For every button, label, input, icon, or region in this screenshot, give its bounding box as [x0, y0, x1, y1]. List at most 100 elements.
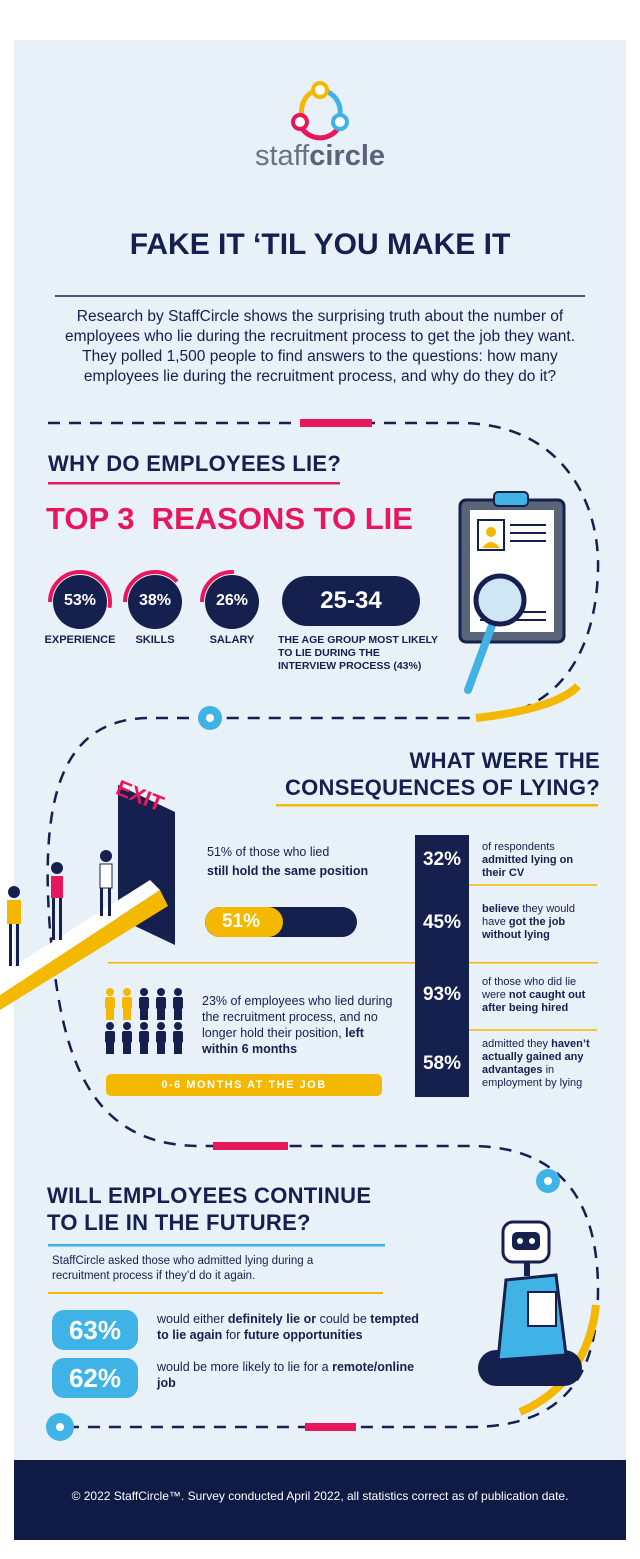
still-hold-bold: still hold the same position: [207, 864, 369, 878]
still-hold-text: 51% of those who lied: [207, 845, 330, 859]
footer: © 2022 StaffCircle™. Survey conducted Ap…: [71, 1489, 569, 1503]
donut-arc: [200, 570, 264, 634]
stat-text: admitted they haven’t actually gained an…: [482, 1030, 594, 1097]
donut-label: 38%: [138, 592, 172, 609]
percent-pill: 62%: [52, 1358, 138, 1398]
section-heading: CONSEQUENCES OF LYING?: [284, 775, 600, 800]
person-icon: [122, 1031, 132, 1043]
future-intro: StaffCircle asked those who admitted lyi…: [52, 1255, 314, 1282]
person-icon: [106, 1042, 114, 1054]
text-part: not caught out after being hired: [482, 988, 586, 1014]
person-icon: [105, 997, 115, 1009]
person-icon: [174, 1022, 182, 1030]
person-icon: [174, 1008, 182, 1020]
person-icon: [123, 1022, 131, 1030]
stat-text: believe they would have got the job with…: [482, 885, 594, 960]
donut-hole: [53, 575, 107, 629]
section-heading: WHAT WERE THE: [409, 748, 600, 773]
donut-hole: [205, 575, 259, 629]
text-part: of those who did lie were: [482, 975, 577, 1001]
text-part: tempted to lie again: [157, 1312, 419, 1342]
stat-text: of those who did lie were not caught out…: [482, 960, 594, 1030]
person-icon: [157, 1042, 165, 1054]
stat-value: 58%: [422, 1052, 462, 1074]
person-icon: [157, 1008, 165, 1020]
text-part: got the job without lying: [482, 916, 566, 941]
donuts: [48, 570, 264, 634]
text-part: admitted lying on their CV: [482, 853, 574, 879]
text-part: they would have: [482, 903, 575, 928]
section-heading: WHY DO EMPLOYEES LIE?: [48, 451, 342, 476]
person-icon: [140, 1022, 148, 1030]
text-part: could be: [319, 1312, 371, 1326]
donut-arc: [123, 570, 187, 634]
stat-value: 93%: [422, 984, 462, 1005]
text-part: remote/online job: [157, 1360, 415, 1390]
person-icon: [105, 1031, 115, 1043]
reason-name: SALARY: [209, 634, 255, 646]
text-part: future opportunities: [243, 1328, 363, 1342]
person-icon: [123, 988, 131, 996]
section-heading: TO LIE IN THE FUTURE?: [47, 1210, 311, 1235]
person-icon: [174, 1042, 182, 1054]
bar-track: [205, 907, 357, 937]
text-part: haven’t actually gained any advantages: [482, 1037, 590, 1076]
person-icon: [157, 1022, 165, 1030]
stat-value: 32%: [422, 849, 462, 870]
stat-text: of respondents admitted lying on their C…: [482, 835, 594, 885]
person-icon: [173, 1031, 183, 1043]
item-text: would either definitely lie or could be …: [157, 1311, 427, 1343]
percent-pill: 63%: [52, 1310, 138, 1350]
stat-text-inner: admitted they haven’t actually gained an…: [482, 1038, 594, 1090]
person-icon: [123, 1042, 131, 1054]
text-part: definitely lie or: [227, 1312, 320, 1326]
reason-name: SKILLS: [135, 634, 175, 646]
item-text: would be more likely to lie for a remote…: [157, 1359, 427, 1391]
text-part: for: [225, 1328, 244, 1342]
person-icon: [156, 1031, 166, 1043]
person-icon: [106, 1022, 114, 1030]
person-icon: [106, 988, 114, 996]
text-part: would be more likely to lie for a: [157, 1360, 333, 1374]
title: FAKE IT ‘TIL YOU MAKE IT: [129, 228, 511, 261]
stat-text-inner: believe they would have got the job with…: [482, 903, 594, 942]
age-text: THE AGE GROUP MOST LIKELY TO LIE DURING …: [278, 634, 438, 672]
logo: staffcircle: [0, 140, 640, 173]
reason-name: EXPERIENCE: [44, 634, 116, 646]
person-icon: [156, 997, 166, 1009]
text-part: left within 6 months: [202, 1026, 364, 1056]
subheading: TOP 3 REASONS TO LIE: [46, 501, 413, 536]
person-icon: [140, 988, 148, 996]
age-range: 25-34: [282, 576, 420, 626]
banner: 0-6 MONTHS AT THE JOB: [106, 1074, 382, 1096]
section-heading: WILL EMPLOYEES CONTINUE: [47, 1183, 372, 1208]
text-part: admitted they: [482, 1037, 552, 1050]
intro: Research by StaffCircle shows the surpri…: [64, 308, 576, 385]
donut-hole: [128, 575, 182, 629]
person-icon: [140, 1008, 148, 1020]
person-icon: [139, 1031, 149, 1043]
text-part: would either: [157, 1312, 228, 1326]
person-icon: [106, 1008, 114, 1020]
left-job-text: 23% of employees who lied during the rec…: [202, 993, 402, 1057]
bar: [205, 907, 283, 937]
person-icon: [122, 997, 132, 1009]
stat-text-inner: of respondents admitted lying on their C…: [482, 841, 594, 880]
donut-label: 53%: [63, 592, 97, 609]
stat-value: 45%: [422, 911, 462, 933]
stat-text-inner: of those who did lie were not caught out…: [482, 976, 594, 1015]
person-icon: [139, 997, 149, 1009]
text-part: in employment by lying: [482, 1063, 583, 1089]
donut-arc: [48, 570, 112, 634]
person-icon: [157, 988, 165, 996]
person-icon: [123, 1008, 131, 1020]
text-part: of respondents: [482, 840, 555, 853]
text-part: believe: [482, 903, 523, 915]
logo-bold: circle: [309, 140, 386, 172]
donut-label: 26%: [215, 592, 249, 609]
bar-label: 51%: [221, 911, 261, 932]
person-icon: [140, 1042, 148, 1054]
text-part: 23% of employees who lied during the rec…: [202, 994, 393, 1040]
